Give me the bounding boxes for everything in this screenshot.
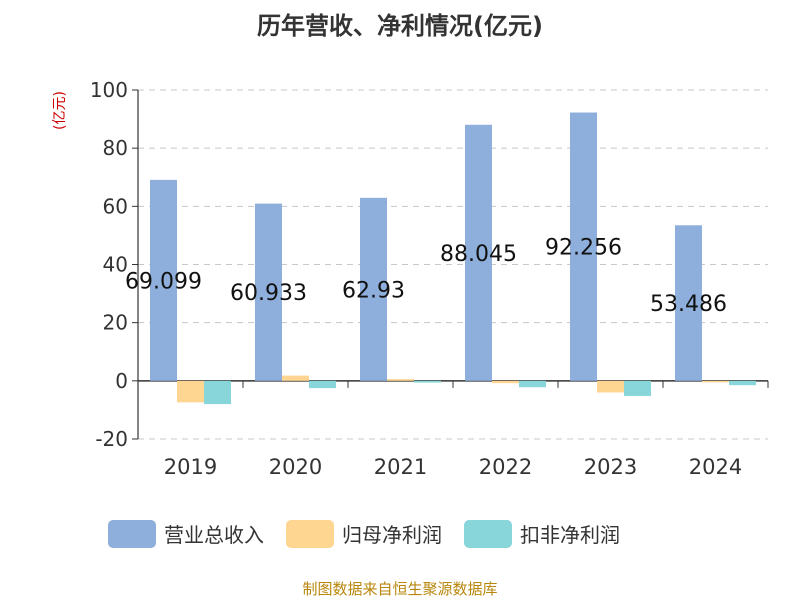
legend-label-deducted-profit: 扣非净利润 bbox=[520, 523, 620, 547]
legend-item-revenue[interactable]: 营业总收入 bbox=[108, 519, 264, 548]
bar-net-profit bbox=[597, 380, 624, 393]
y-tick-label: 40 bbox=[103, 253, 128, 277]
x-tick-label: 2019 bbox=[164, 455, 217, 479]
data-label: 88.045 bbox=[440, 242, 517, 267]
chart-title: 历年营收、净利情况(亿元) bbox=[257, 12, 543, 40]
legend-swatch-net-profit bbox=[286, 519, 334, 548]
bar-net-profit bbox=[492, 380, 519, 384]
y-axis-unit: (亿元) bbox=[52, 91, 68, 130]
legend-item-deducted-profit[interactable]: 扣非净利润 bbox=[464, 519, 620, 548]
bar-deducted-profit bbox=[624, 380, 651, 396]
bar-revenue bbox=[465, 124, 492, 381]
bar-deducted-profit bbox=[204, 380, 231, 405]
bar-deducted-profit bbox=[309, 380, 336, 389]
legend: 营业总收入 归母净利润 扣非净利润 bbox=[108, 519, 620, 548]
bar-deducted-profit bbox=[729, 380, 756, 386]
bar-revenue bbox=[255, 203, 282, 381]
legend-swatch-deducted-profit bbox=[464, 519, 512, 548]
y-tick-label: 0 bbox=[115, 369, 128, 393]
x-tick-label: 2021 bbox=[374, 455, 427, 479]
bar-revenue bbox=[150, 179, 177, 381]
bar-net-profit bbox=[282, 375, 309, 381]
bar-revenue bbox=[360, 197, 387, 381]
bar-revenue bbox=[675, 225, 702, 381]
data-label: 53.486 bbox=[650, 292, 727, 317]
x-tick-label: 2020 bbox=[269, 455, 322, 479]
legend-swatch-revenue bbox=[108, 519, 156, 548]
y-tick-label: 20 bbox=[103, 311, 128, 335]
data-source-note: 制图数据来自恒生聚源数据库 bbox=[302, 580, 498, 598]
y-tick-label: -20 bbox=[95, 427, 128, 451]
bar-net-profit bbox=[387, 379, 414, 381]
bar-net-profit bbox=[177, 380, 204, 403]
x-tick-label: 2024 bbox=[689, 455, 742, 479]
legend-item-net-profit[interactable]: 归母净利润 bbox=[286, 519, 442, 548]
data-label: 69.099 bbox=[125, 269, 202, 294]
y-tick-label: 100 bbox=[90, 78, 128, 102]
x-tick-label: 2023 bbox=[584, 455, 637, 479]
x-tick-label: 2022 bbox=[479, 455, 532, 479]
data-label: 92.256 bbox=[545, 236, 622, 261]
y-tick-label: 60 bbox=[103, 194, 128, 218]
legend-label-revenue: 营业总收入 bbox=[164, 523, 264, 547]
bar-revenue bbox=[570, 112, 597, 381]
data-label: 62.93 bbox=[342, 278, 405, 303]
data-label: 60.933 bbox=[230, 281, 307, 306]
bar-net-profit bbox=[702, 380, 729, 383]
y-tick-label: 80 bbox=[103, 136, 128, 160]
legend-label-net-profit: 归母净利润 bbox=[342, 523, 442, 547]
bar-deducted-profit bbox=[414, 380, 441, 383]
bar-deducted-profit bbox=[519, 380, 546, 388]
